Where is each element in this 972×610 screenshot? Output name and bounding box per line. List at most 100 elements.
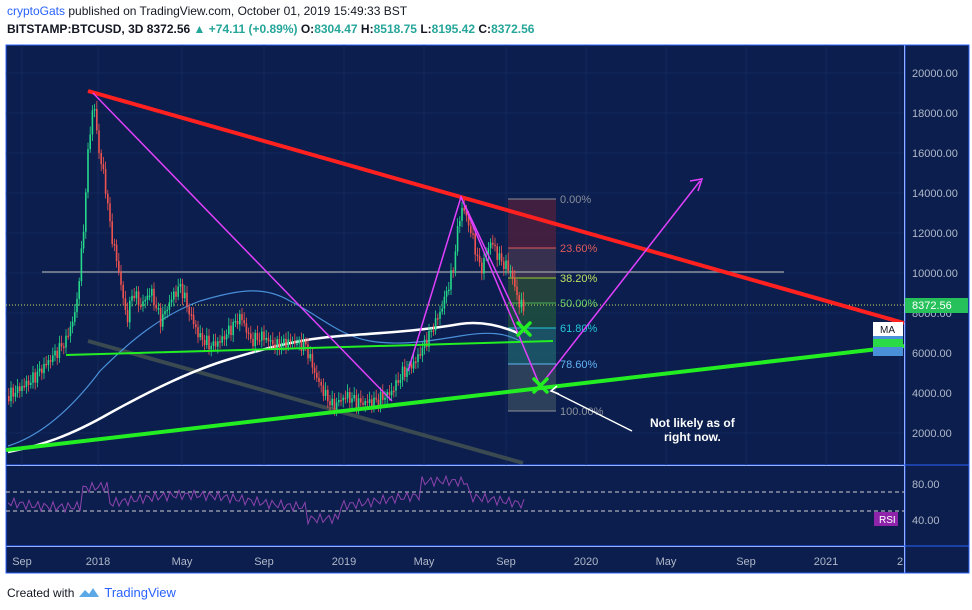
time-axis-label: 2020 <box>574 556 598 568</box>
fib-retracement[interactable]: 0.00% 23.60% 38.20% 50.00% 61.80% 78.60%… <box>508 194 604 418</box>
candle-body <box>146 295 149 300</box>
candle-body <box>514 277 516 287</box>
candle-body <box>30 382 32 385</box>
candle-body <box>43 363 45 374</box>
candle-body <box>144 299 146 302</box>
candle-body <box>98 130 100 154</box>
candle-body <box>366 401 369 403</box>
candle-body <box>450 270 452 290</box>
tradingview-link[interactable]: TradingView <box>104 585 176 600</box>
candle-body <box>82 231 85 249</box>
fib-label-50: 50.00% <box>560 298 598 310</box>
candle-body <box>23 385 25 388</box>
chart-area[interactable]: 0.00% 23.60% 38.20% 50.00% 61.80% 78.60%… <box>0 41 972 574</box>
candle-body <box>58 343 61 358</box>
candle-body <box>498 253 501 260</box>
candle-body <box>102 164 105 170</box>
candle-body <box>67 335 69 338</box>
candle-body <box>481 262 483 274</box>
candle-body <box>8 396 10 402</box>
triangle-up-icon: ▲ <box>193 22 206 36</box>
candle-body <box>135 291 138 299</box>
time-axis[interactable]: Sep 2018 May Sep 2019 May Sep 2020 May Sep 2021 2 <box>12 556 903 568</box>
time-axis-label: Sep <box>496 556 516 568</box>
candle-body <box>364 401 366 405</box>
candle-body <box>206 335 208 345</box>
candle-body <box>478 255 481 263</box>
candle-body <box>159 308 162 327</box>
candle-body <box>153 288 155 305</box>
candle-body <box>454 251 457 271</box>
author-link[interactable]: cryptoGats <box>7 4 66 18</box>
time-axis-label: May <box>414 556 435 568</box>
time-axis-label: 2018 <box>86 556 110 568</box>
channel-line[interactable] <box>87 339 524 465</box>
candle-body <box>157 308 160 310</box>
candle-body <box>432 330 435 332</box>
candle-body <box>505 260 507 270</box>
rsi-pane[interactable] <box>6 466 904 546</box>
candle-body <box>195 324 197 328</box>
candle-body <box>483 258 485 274</box>
candle-body <box>225 334 228 340</box>
candle-body <box>278 339 281 351</box>
time-axis-label: 2019 <box>332 556 356 568</box>
candle-body <box>305 341 307 345</box>
candle-body <box>333 398 336 410</box>
candle-body <box>393 390 395 393</box>
candle-body <box>56 350 58 358</box>
annotation-arrow <box>549 385 633 432</box>
support-trendline[interactable] <box>5 344 905 452</box>
symbol-label[interactable]: BITSTAMP:BTCUSD, 3D <box>7 22 144 36</box>
created-with-label: Created with <box>7 585 75 600</box>
candle-body <box>441 308 443 312</box>
candle-body <box>236 321 239 325</box>
resistance-trendline[interactable] <box>87 89 905 325</box>
candle-body <box>351 398 353 403</box>
candle-body <box>311 354 314 368</box>
candle-body <box>173 291 175 300</box>
candle-body <box>34 372 36 383</box>
candle-body <box>404 366 406 377</box>
candle-body <box>52 355 54 362</box>
time-axis-label: May <box>172 556 193 568</box>
candle-body <box>60 343 63 347</box>
candle-body <box>456 226 459 252</box>
candle-body <box>166 309 168 312</box>
candle-body <box>417 354 419 363</box>
rsi-axis-80: 80.00 <box>912 479 940 491</box>
candle-body <box>296 343 298 345</box>
fib-label-618: 61.80% <box>560 323 598 335</box>
rsi-axis-40: 40.00 <box>912 515 940 527</box>
candle-body <box>36 371 39 383</box>
candle-body <box>318 377 320 382</box>
candle-body <box>184 292 186 299</box>
neckline-trendline[interactable] <box>65 340 554 356</box>
candle-body <box>492 242 494 245</box>
annotation-text-1: Not likely as of <box>650 416 736 430</box>
candle-body <box>197 327 199 338</box>
candle-body <box>45 363 47 366</box>
candlestick-series[interactable] <box>8 101 525 417</box>
candle-body <box>309 354 311 359</box>
candle-body <box>371 399 373 407</box>
open-label: O: <box>300 22 315 36</box>
candle-body <box>434 318 437 331</box>
time-axis-bg[interactable] <box>6 547 904 573</box>
candle-body <box>258 340 261 342</box>
candle-body <box>285 338 287 348</box>
candle-body <box>122 284 124 299</box>
candle-body <box>85 192 87 232</box>
candle-body <box>472 233 474 235</box>
candle-body <box>509 270 512 273</box>
candle-body <box>324 389 327 396</box>
candle-body <box>375 397 377 400</box>
candle-body <box>322 385 325 396</box>
candle-body <box>228 325 230 335</box>
candle-body <box>155 304 157 309</box>
candle-body <box>96 108 98 131</box>
candle-body <box>384 397 386 400</box>
time-axis-label: Sep <box>254 556 274 568</box>
time-axis-label: 2 <box>897 556 903 568</box>
candle-body <box>329 401 331 406</box>
